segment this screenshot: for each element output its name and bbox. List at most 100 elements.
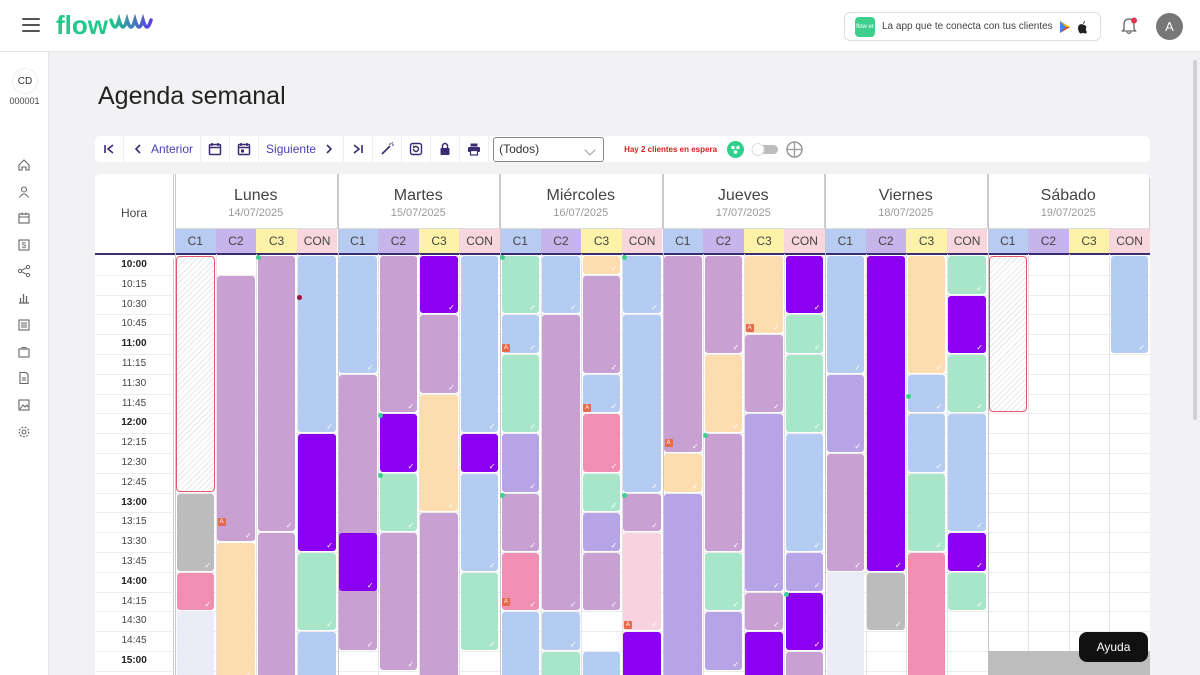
notification-bell-icon[interactable] — [1121, 17, 1137, 35]
appointment-block[interactable]: ✓ — [460, 434, 499, 472]
appointment-block[interactable]: ✓ — [339, 533, 377, 591]
appointment-block[interactable]: ✓ — [745, 632, 783, 675]
appointment-block[interactable]: ✓ — [704, 355, 743, 433]
appointment-block[interactable]: ✓ — [176, 493, 215, 571]
first-week-button[interactable] — [95, 136, 124, 162]
appointment-block[interactable]: ✓ — [582, 256, 621, 274]
list-icon[interactable] — [17, 318, 31, 332]
blocked-slot[interactable] — [988, 256, 1028, 413]
appointment-block[interactable]: ✓ — [826, 256, 865, 373]
appointment-block[interactable]: ✓ — [298, 256, 336, 433]
appointment-block[interactable]: ✓ — [948, 572, 986, 611]
appointment-block[interactable]: ✓ — [501, 493, 540, 551]
appointment-block[interactable]: ✓ — [623, 533, 661, 631]
appointment-block[interactable]: ✓ — [745, 256, 783, 334]
magic-wand-button[interactable] — [373, 136, 403, 162]
appointment-block[interactable]: ✓ — [948, 256, 986, 294]
app-promo-banner[interactable]: flow er La app que te conecta con tus cl… — [844, 12, 1101, 41]
calendar-picker-button[interactable] — [201, 136, 231, 162]
appointment-block[interactable]: ✓ — [501, 256, 540, 314]
appointment-block[interactable]: ✓ — [704, 256, 743, 353]
appointment-block[interactable]: ✓ — [623, 256, 661, 314]
briefcase-icon[interactable] — [17, 345, 31, 359]
chart-icon[interactable] — [17, 291, 31, 305]
appointment-block[interactable]: ✓ — [420, 315, 458, 393]
appointment-block[interactable]: ✓ — [420, 394, 458, 512]
appointment-block[interactable]: ✓ — [217, 275, 255, 542]
appointment-block[interactable]: ✓ — [664, 454, 702, 492]
appointment-block[interactable]: ✓ — [785, 652, 824, 675]
appointment-block[interactable]: ✓ — [907, 473, 946, 551]
appointment-block[interactable]: ✓ — [785, 553, 824, 591]
appointment-block[interactable]: ✓ — [217, 543, 255, 675]
appointment-block[interactable]: ✓ — [379, 414, 418, 472]
appointment-block[interactable]: ✓ — [298, 553, 336, 631]
appointment-block[interactable]: ✓ — [501, 612, 540, 675]
menu-icon[interactable] — [22, 18, 40, 32]
appointment-block[interactable]: ✓ — [785, 592, 824, 650]
appointment-block[interactable]: ✓ — [460, 572, 499, 650]
appointment-block[interactable]: ✓ — [623, 315, 661, 492]
blocked-slot[interactable] — [176, 256, 215, 492]
money-icon[interactable]: $ — [17, 238, 31, 252]
appointment-block[interactable]: ✓ — [582, 652, 621, 675]
google-play-icon[interactable] — [1059, 20, 1071, 34]
share-icon[interactable] — [17, 264, 31, 278]
appointment-block[interactable]: ✓ — [785, 315, 824, 353]
next-week-button[interactable]: Siguiente — [259, 136, 345, 162]
appointment-block[interactable]: ✓ — [379, 473, 418, 532]
appointment-block[interactable]: ✓ — [623, 632, 661, 675]
print-button[interactable] — [460, 136, 490, 162]
appointment-block[interactable]: ✓ — [867, 572, 905, 631]
help-button[interactable]: Ayuda — [1079, 632, 1148, 662]
gear-icon[interactable] — [17, 425, 31, 439]
document-icon[interactable] — [17, 371, 31, 385]
appointment-block[interactable]: ✓ — [785, 355, 824, 433]
appointment-block[interactable]: ✓ — [664, 493, 702, 675]
page-scrollbar[interactable] — [1193, 60, 1197, 420]
appointment-block[interactable]: ✓ — [907, 374, 946, 413]
grid-view-icon[interactable] — [786, 140, 803, 158]
group-view-icon[interactable] — [727, 140, 745, 158]
appointment-block[interactable]: ✓ — [704, 434, 743, 551]
appointment-block[interactable]: ✓ — [501, 355, 540, 433]
appointment-block[interactable]: ✓ — [298, 632, 336, 675]
image-icon[interactable] — [17, 398, 31, 412]
appointment-block[interactable]: ✓ — [339, 256, 377, 373]
appointment-block[interactable]: ✓ — [948, 414, 986, 532]
user-icon[interactable] — [17, 185, 31, 199]
appointment-block[interactable]: ✓ — [542, 256, 580, 314]
appointment-block[interactable]: ✓ — [785, 434, 824, 551]
appointment-block[interactable]: ✓ — [907, 553, 946, 675]
appointment-block[interactable]: ✓ — [664, 256, 702, 452]
appointment-block[interactable]: ✓ — [542, 652, 580, 675]
appointment-block[interactable]: ✓ — [582, 275, 621, 373]
appointment-block[interactable]: ✓ — [460, 473, 499, 571]
free-slot[interactable] — [176, 612, 215, 675]
appointment-block[interactable]: ✓ — [745, 414, 783, 591]
previous-week-button[interactable]: Anterior — [124, 136, 202, 162]
appointment-block[interactable]: ✓ — [948, 295, 986, 353]
appointment-block[interactable]: ✓ — [704, 612, 743, 670]
appointment-block[interactable]: ✓ — [745, 592, 783, 631]
appointment-block[interactable]: ✓ — [582, 553, 621, 611]
refresh-button[interactable] — [402, 136, 432, 162]
appointment-block[interactable]: ✓ — [379, 256, 418, 413]
appointment-block[interactable]: ✓ — [1110, 256, 1149, 353]
appointment-block[interactable]: ✓ — [785, 256, 824, 314]
appointment-block[interactable]: ✓ — [867, 256, 905, 571]
appointment-block[interactable]: ✓ — [948, 533, 986, 571]
home-icon[interactable] — [17, 158, 31, 172]
appointment-block[interactable]: ✓ — [826, 374, 865, 452]
appointment-block[interactable]: ✓ — [907, 414, 946, 472]
free-slot[interactable] — [826, 572, 865, 675]
appointment-block[interactable]: ✓ — [176, 572, 215, 611]
appointment-block[interactable]: ✓ — [257, 533, 296, 675]
appointment-block[interactable]: ✓ — [542, 612, 580, 650]
flow-logo[interactable]: flow — [56, 8, 176, 42]
appointment-block[interactable]: ✓ — [298, 434, 336, 551]
appointment-block[interactable]: ✓ — [623, 493, 661, 532]
today-button[interactable] — [230, 136, 260, 162]
waiting-clients-text[interactable]: Hay 2 clientes en espera — [624, 144, 718, 154]
appointment-block[interactable]: ✓ — [704, 553, 743, 611]
